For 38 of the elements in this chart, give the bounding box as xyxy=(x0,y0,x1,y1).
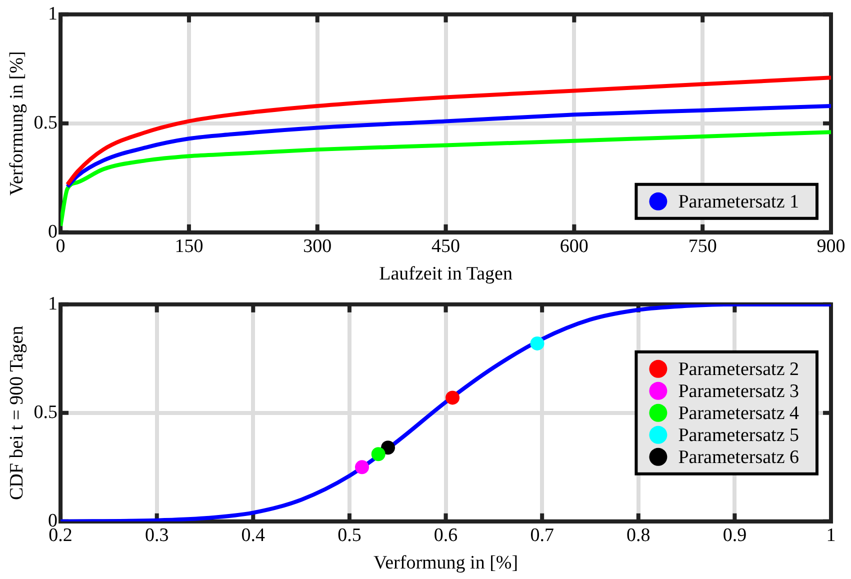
y-tick-label: 0.5 xyxy=(34,402,58,423)
x-tick-label: 450 xyxy=(432,236,460,257)
x-axis-title: Laufzeit in Tagen xyxy=(379,264,513,285)
x-tick-label: 0.6 xyxy=(434,524,458,546)
legend-label: Parametersatz 1 xyxy=(678,191,800,212)
point xyxy=(371,447,386,462)
line-series xyxy=(60,130,831,228)
x-tick-label: 0.7 xyxy=(530,524,554,546)
y-tick-label: 0 xyxy=(48,221,58,242)
x-tick-label: 0.8 xyxy=(626,524,650,546)
legend-label: Parametersatz 3 xyxy=(678,380,800,402)
x-tick-label: 0.4 xyxy=(241,524,266,546)
legend-label: Parametersatz 2 xyxy=(678,358,800,380)
legend-label: Parametersatz 6 xyxy=(678,446,800,468)
point xyxy=(380,440,395,455)
y-tick-label: 1 xyxy=(48,3,58,24)
x-axis-title: Verformung in [%] xyxy=(373,552,518,574)
x-tick-label: 300 xyxy=(303,236,332,257)
y-axis-title: Verformung in [%] xyxy=(6,51,28,196)
x-tick-label: 750 xyxy=(688,236,717,257)
x-tick-label: 0.3 xyxy=(144,524,169,546)
legend-label: Parametersatz 4 xyxy=(678,402,800,424)
x-tick-label: 150 xyxy=(174,236,204,257)
y-axis-title: CDF bei t = 900 Tagen xyxy=(6,325,28,500)
y-tick-label: 0.5 xyxy=(34,112,58,134)
line-series xyxy=(60,304,831,522)
x-tick-label: 600 xyxy=(560,236,588,257)
x-tick-label: 0.9 xyxy=(722,524,747,546)
y-tick-label: 1 xyxy=(48,293,58,314)
line-series xyxy=(65,76,831,186)
point xyxy=(446,390,460,405)
legend-label: Parametersatz 5 xyxy=(678,424,800,446)
x-tick-label: 1 xyxy=(826,524,836,546)
x-tick-label: 0.5 xyxy=(338,524,362,546)
point xyxy=(354,460,369,474)
x-tick-label: 900 xyxy=(816,236,846,257)
point xyxy=(530,336,544,350)
line-series xyxy=(65,104,831,189)
